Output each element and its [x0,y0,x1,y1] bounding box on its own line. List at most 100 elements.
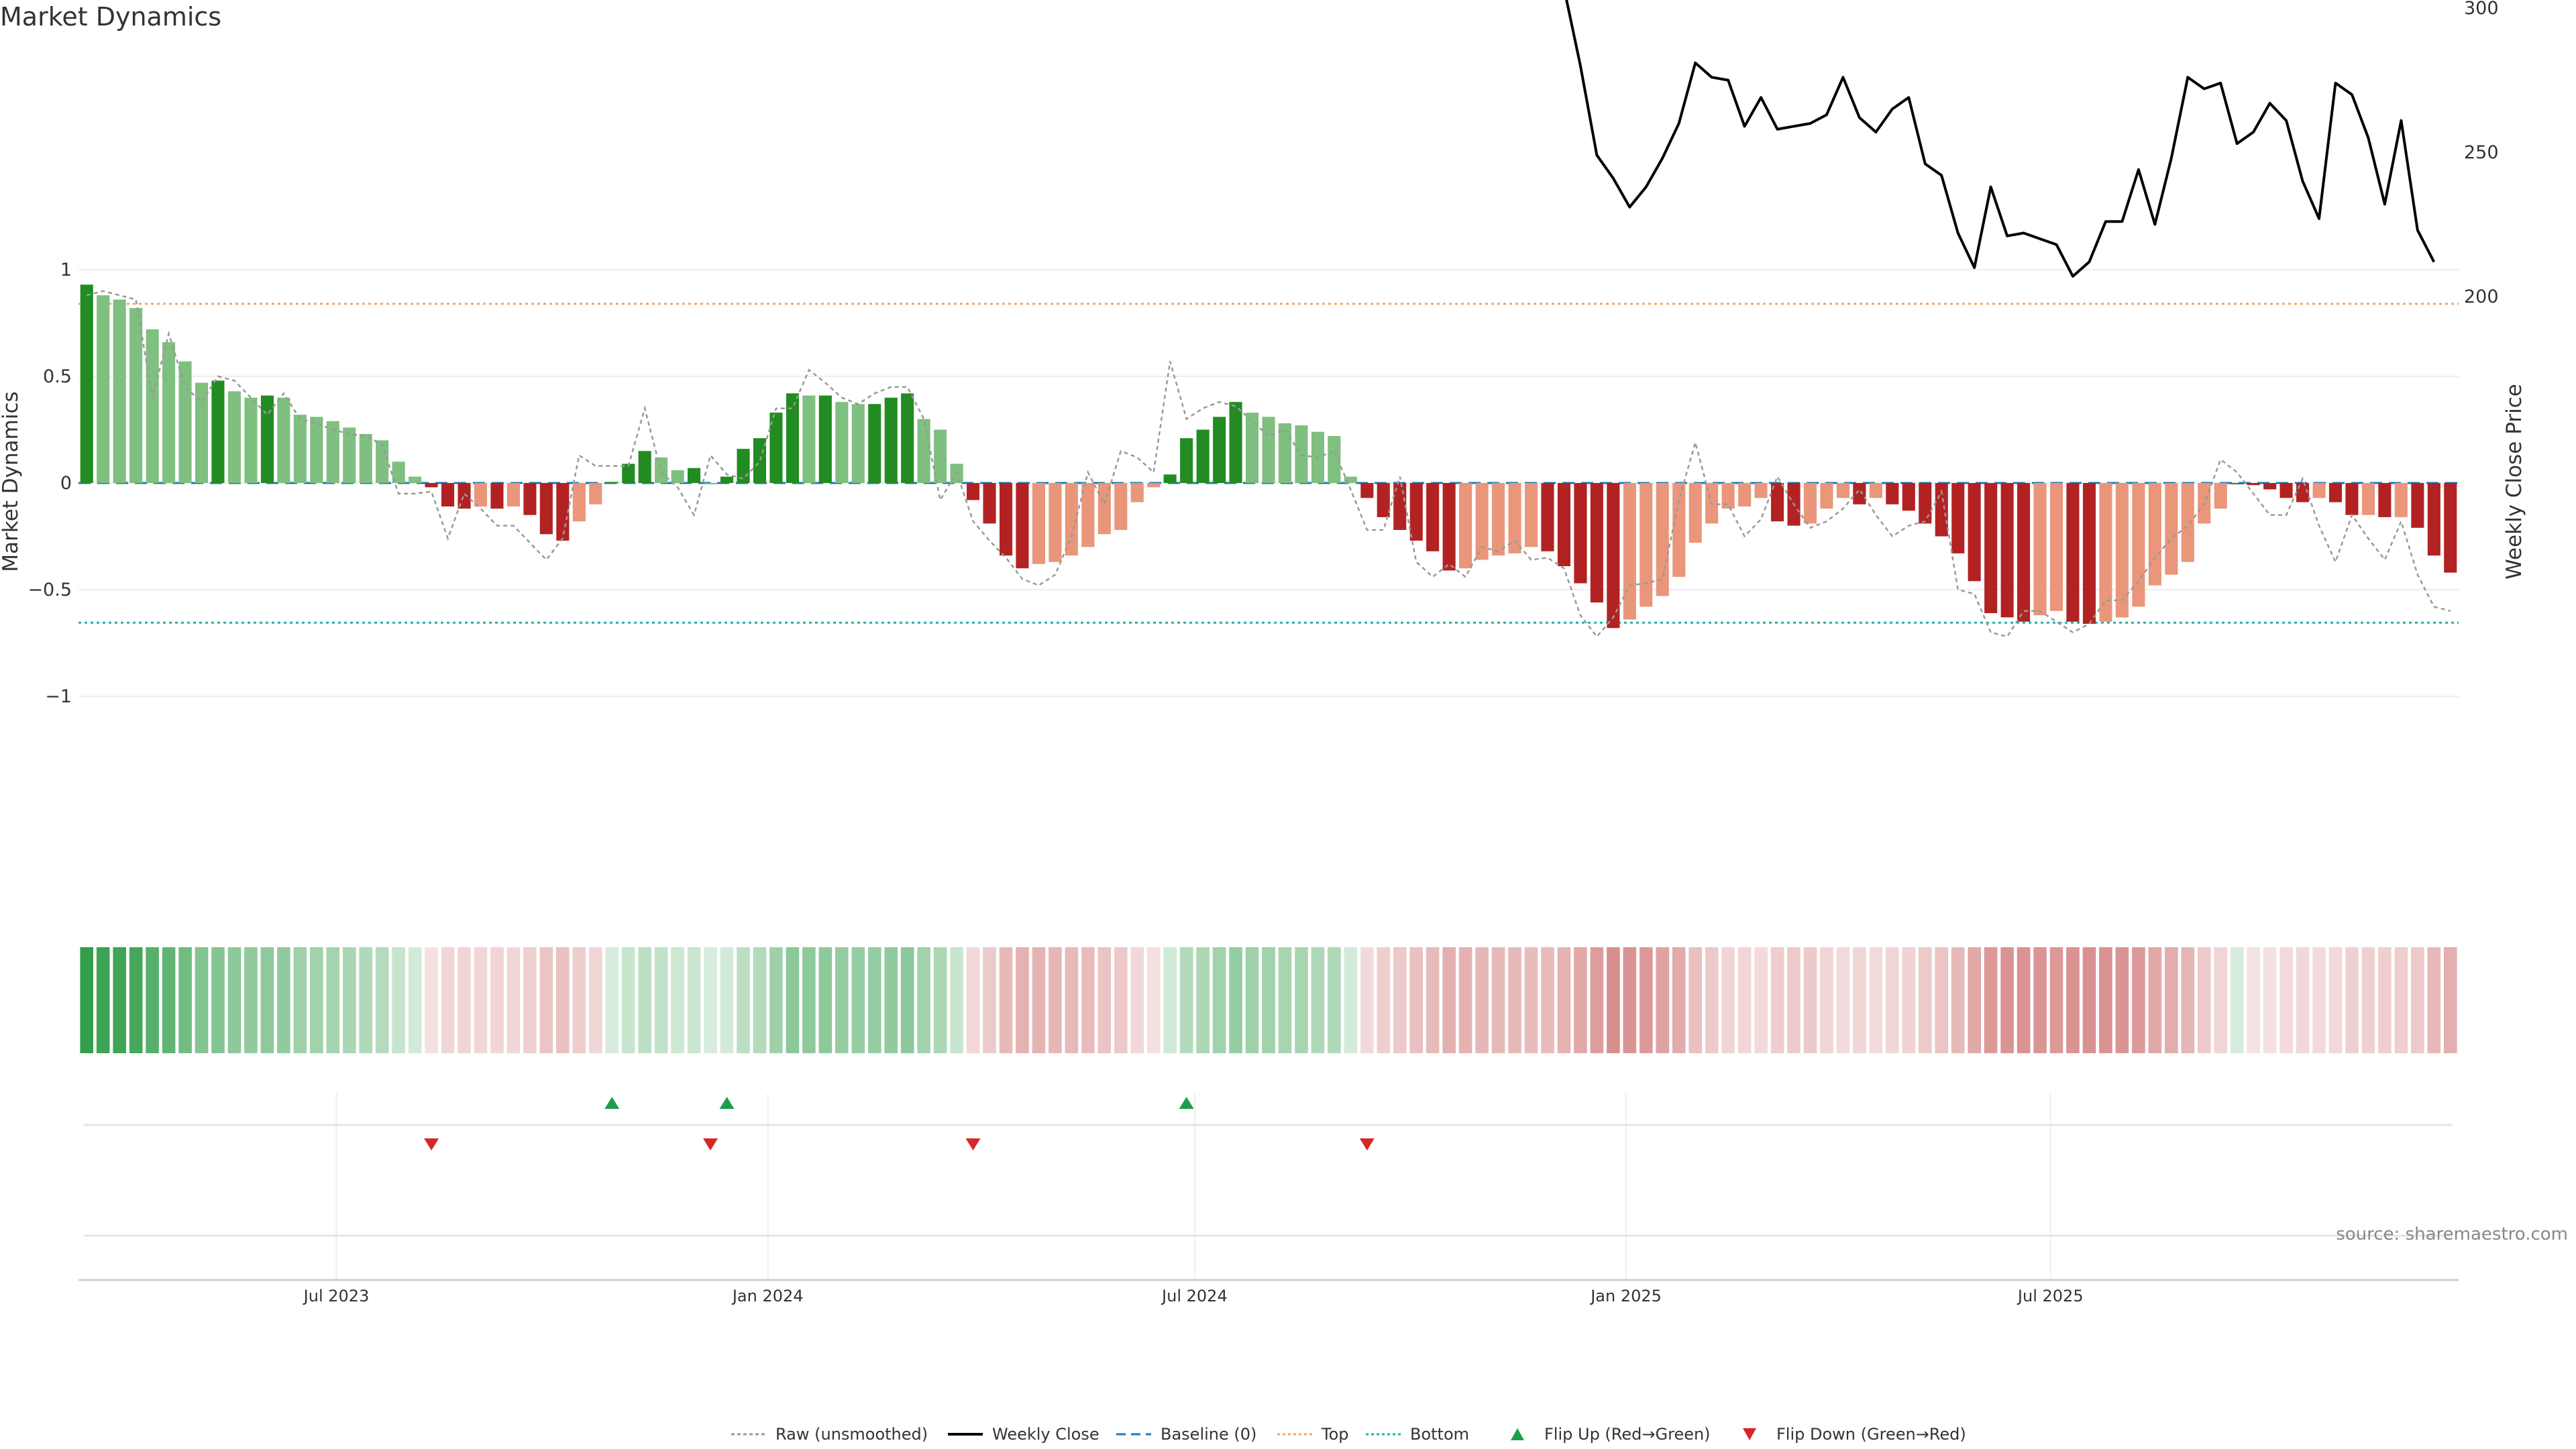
weekly-close-line [1565,0,2436,278]
regime-cell [605,947,619,1053]
regime-cell [802,947,816,1053]
dynamics-bar [1130,483,1144,502]
regime-cell [1869,947,1883,1053]
regime-cell [2165,947,2178,1053]
legend-item: Bottom [1366,1425,1469,1444]
dynamics-bar [868,404,881,483]
dynamics-bar [1590,483,1603,603]
dynamics-bar [786,393,799,483]
dynamics-bar [129,308,143,483]
flip-down-marker [424,1138,439,1150]
regime-strip [80,947,2457,1053]
dynamics-bar [917,419,930,483]
dynamics-bar [638,451,651,483]
regime-cell [310,947,323,1053]
flip-up-marker [604,1097,620,1109]
dynamics-bar [2345,483,2359,515]
dynamics-bar [2050,483,2063,611]
regime-cell [1179,947,1193,1053]
dynamics-bar [671,470,684,483]
regime-cell [556,947,570,1053]
dynamics-bar [2000,483,2014,618]
regime-cell [1065,947,1079,1053]
flip-up-marker [719,1097,735,1109]
dynamics-bar [835,402,849,483]
regime-cell [359,947,372,1053]
dynamics-bar [1771,483,1784,522]
regime-cell [1737,947,1752,1053]
legend-item: Baseline (0) [1116,1425,1256,1444]
price-lines [86,0,2451,638]
dynamics-bar [967,483,980,500]
x-tick-label: Jan 2025 [1589,1287,1662,1305]
regime-cell [1146,947,1161,1053]
dynamics-bar [1409,483,1423,541]
dynamics-bar [1097,483,1111,535]
regime-cell [2214,947,2227,1053]
regime-cell [1919,947,1932,1053]
regime-cell [1803,947,1817,1053]
dynamics-bar [2394,483,2408,517]
dynamics-bar [1016,483,1029,569]
regime-cell [1607,947,1620,1053]
flip-markers-panel [78,1097,2459,1281]
regime-cell [753,947,767,1053]
dynamics-bar [293,415,307,483]
regime-cell [244,947,258,1053]
legend-label: Raw (unsmoothed) [775,1425,928,1444]
dynamics-bar [227,391,241,483]
regime-cell [572,947,586,1053]
regime-cell [1212,947,1226,1053]
y-tick-label: −0.5 [28,580,72,600]
dynamics-bar [376,440,389,483]
dynamics-bar [80,284,93,483]
regime-cell [2296,947,2310,1053]
dynamics-bar [1869,483,1882,498]
flip-down-marker [1359,1138,1375,1150]
regime-cell [2247,947,2260,1053]
dynamics-bar [589,483,602,504]
flip-up-marker [1179,1097,1194,1109]
regime-cell [458,947,471,1053]
legend: Raw (unsmoothed) Weekly Close Baseline (0)… [731,1425,1966,1444]
regime-cell [1721,947,1735,1053]
regime-cell [146,947,159,1053]
regime-cell [195,947,209,1053]
y2-tick-label: 200 [2464,286,2499,307]
regime-cell [999,947,1013,1053]
regime-cell [2394,947,2408,1053]
dynamics-bar [490,483,504,509]
dynamics-bar [1065,483,1078,556]
dynamics-bar [1213,417,1226,483]
dynamics-bar [1557,483,1570,566]
regime-cell [704,947,717,1053]
regime-cell [392,947,405,1053]
regime-cell [1935,947,1948,1053]
legend-item: Raw (unsmoothed) [731,1425,928,1444]
dynamics-bar [1475,483,1489,560]
dynamics-bar [1902,483,1915,511]
regime-cell [1640,947,1653,1053]
legend-label: Flip Up (Red→Green) [1544,1425,1711,1444]
regime-cell [638,947,651,1053]
regime-cell [441,947,455,1053]
legend-item: Top [1277,1425,1349,1444]
dynamics-bar [392,462,405,483]
dynamics-bar [506,483,520,506]
dynamics-bar [1426,483,1440,551]
regime-cell [2230,947,2244,1053]
dynamics-bar [622,464,635,483]
y2-tick-label: 300 [2464,0,2499,19]
regime-cell [490,947,504,1053]
dynamics-bar [539,483,553,535]
regime-cell [2427,947,2441,1053]
regime-cell [1820,947,1833,1053]
dynamics-bar [1049,483,1062,562]
source-note: source: sharemaestro.com [2336,1224,2568,1244]
regime-cell [2017,947,2031,1053]
regime-cell [1787,947,1801,1053]
regime-cell [1032,947,1046,1053]
regime-cell [933,947,947,1053]
dynamics-bar [260,395,274,483]
